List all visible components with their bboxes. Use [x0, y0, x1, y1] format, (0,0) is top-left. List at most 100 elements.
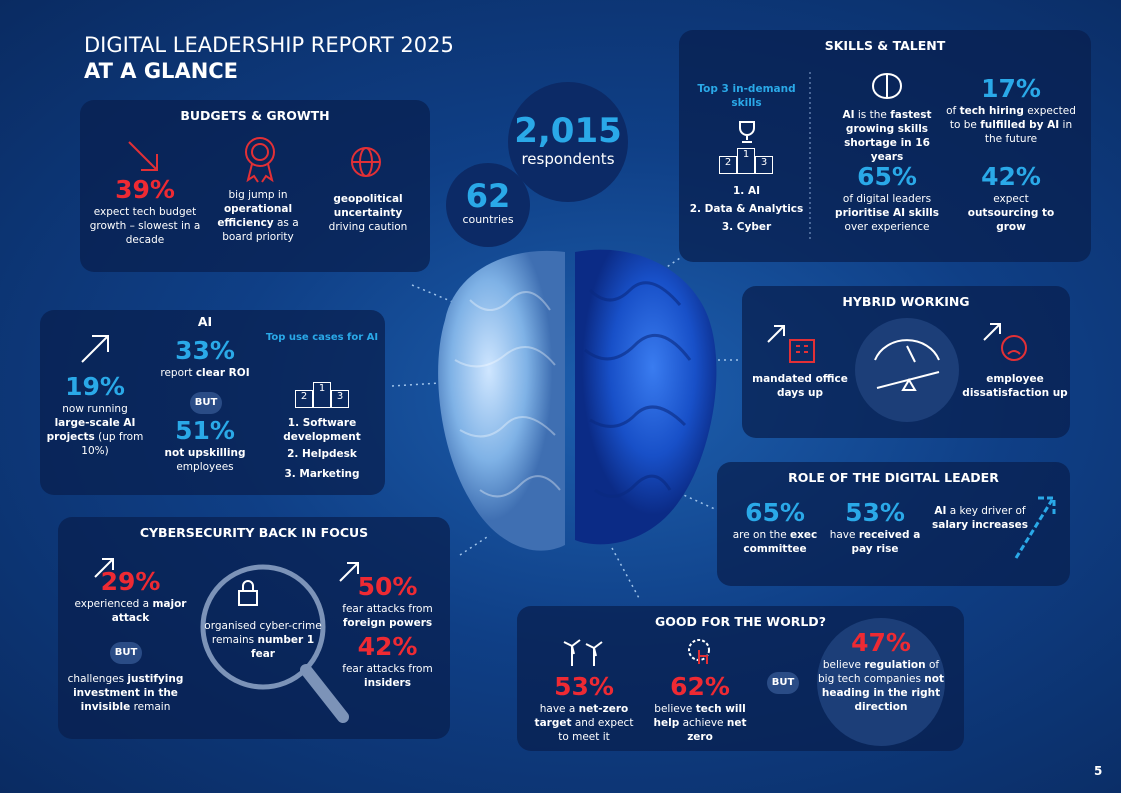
shape: [479, 475, 561, 498]
icon: [789, 339, 815, 363]
shape: [1001, 335, 1027, 361]
icon: [688, 639, 710, 664]
shape: [874, 339, 940, 361]
stat-block: 29% experienced a major attack: [73, 567, 188, 625]
list-item: 1. Software development: [283, 417, 361, 443]
shape: [1014, 496, 1056, 559]
text: big jump in: [228, 189, 288, 201]
stat: 47%: [851, 628, 911, 657]
panel-title: ROLE OF THE DIGITAL LEADER: [788, 470, 999, 485]
icon: [339, 562, 359, 582]
text: remain: [133, 701, 171, 713]
icon: [1001, 335, 1027, 361]
shape: [739, 121, 755, 143]
podium-step: 3: [331, 390, 349, 408]
text: believe: [822, 659, 861, 671]
stat-block: 39% expect tech budget growth – slowest …: [85, 175, 205, 247]
text: expect: [993, 193, 1029, 205]
panel-title: CYBERSECURITY BACK IN FOCUS: [139, 525, 369, 540]
text: experienced a: [74, 598, 150, 610]
shape: [391, 382, 441, 387]
text: achieve: [682, 717, 724, 729]
stat-block: 17% of tech hiring expected to be fulfil…: [941, 74, 1081, 146]
shape: [454, 346, 556, 368]
stat: 29%: [100, 567, 161, 596]
seesaw-circle: [855, 318, 959, 422]
text: challenges: [67, 673, 125, 685]
text-bold: outsourcing to grow: [967, 207, 1055, 233]
shape: [339, 562, 359, 582]
text: expected to be: [949, 105, 1076, 131]
shape: [438, 250, 565, 551]
report-title: DIGITAL LEADERSHIP REPORT 2025: [84, 33, 454, 57]
icon: [81, 335, 109, 363]
icon: [94, 558, 114, 578]
shape: [767, 325, 785, 343]
trophy: [739, 121, 755, 143]
stat: 33%: [175, 336, 235, 365]
stat: 17%: [981, 74, 1041, 103]
countries-label: countries: [462, 213, 514, 226]
stat: 50%: [357, 572, 418, 601]
stat-block: 53% have a net-zero target and expect to…: [529, 672, 639, 744]
stat-block: 65% of digital leaders prioritise AI ski…: [827, 162, 947, 234]
page-number: 5: [1094, 764, 1103, 778]
respondents-circle: 2,015 respondents: [508, 82, 628, 202]
text: of digital leaders: [842, 193, 932, 205]
text-bold: justifying investment in the invisible: [73, 673, 184, 713]
text: have a: [539, 703, 576, 715]
icon: [871, 72, 903, 100]
text-bold: net-zero target: [534, 703, 629, 729]
text-bold: exec committee: [743, 529, 818, 555]
respondents-value: 2,015: [514, 111, 622, 151]
text: mandated office days up: [752, 373, 848, 399]
list-item: 3. Cyber: [721, 221, 772, 233]
text-bold: operational efficiency: [217, 203, 293, 229]
shape: [454, 291, 561, 498]
shape: [584, 334, 692, 361]
text: as a board priority: [222, 217, 299, 243]
but-badge: BUT: [110, 642, 142, 664]
stat: 53%: [845, 498, 905, 527]
shape: [871, 72, 903, 100]
report-subtitle: AT A GLANCE: [84, 59, 239, 83]
panel-title: HYBRID WORKING: [842, 294, 970, 309]
shape: [246, 163, 274, 183]
podium-step: 1: [737, 148, 755, 174]
podium-step: 1: [313, 382, 331, 408]
text-block: challenges justifying investment in the …: [63, 672, 188, 714]
respondents-label: respondents: [521, 150, 615, 168]
shape: [983, 323, 1001, 341]
text-bold: insiders: [364, 677, 411, 689]
panel-title: BUDGETS & GROWTH: [180, 108, 330, 123]
text: expect tech budget growth – slowest in a…: [89, 206, 201, 246]
text: of: [946, 105, 957, 117]
panel-title: AI: [197, 314, 213, 329]
shape: [588, 281, 682, 306]
stat-block: 65% are on the exec committee: [725, 498, 825, 556]
text: have: [829, 529, 856, 541]
list-item: 1. AI: [733, 185, 760, 197]
shape: [1007, 350, 1021, 355]
text: in the future: [984, 119, 1073, 145]
icon: [245, 137, 275, 183]
text-block: AI is the fastest growing skills shortag…: [827, 108, 947, 164]
podium: 2 1 3: [719, 148, 773, 174]
header: DIGITAL LEADERSHIP REPORT 2025 AT A GLAN…: [84, 32, 454, 84]
countries-circle: 62 countries: [446, 163, 530, 247]
text: of big tech companies: [817, 659, 940, 685]
stat: 19%: [65, 372, 125, 401]
text: a key driver of: [949, 505, 1026, 517]
podium: 2 1 3: [295, 382, 349, 408]
divider: [809, 72, 811, 242]
text-bold: received a pay rise: [851, 529, 921, 555]
shape: [563, 639, 603, 666]
text-bold: tech hiring: [959, 105, 1024, 117]
use-case-title: Top use cases for AI: [265, 332, 379, 343]
text-bold: salary increases: [932, 519, 1029, 531]
role-panel: ROLE OF THE DIGITAL LEADER 65% are on th…: [717, 462, 1070, 586]
panel-title: GOOD FOR THE WORLD?: [655, 614, 826, 629]
world-panel: GOOD FOR THE WORLD? 53% have a net-zero …: [517, 606, 964, 751]
cyber-panel: CYBERSECURITY BACK IN FOCUS 29% experien…: [58, 517, 450, 739]
